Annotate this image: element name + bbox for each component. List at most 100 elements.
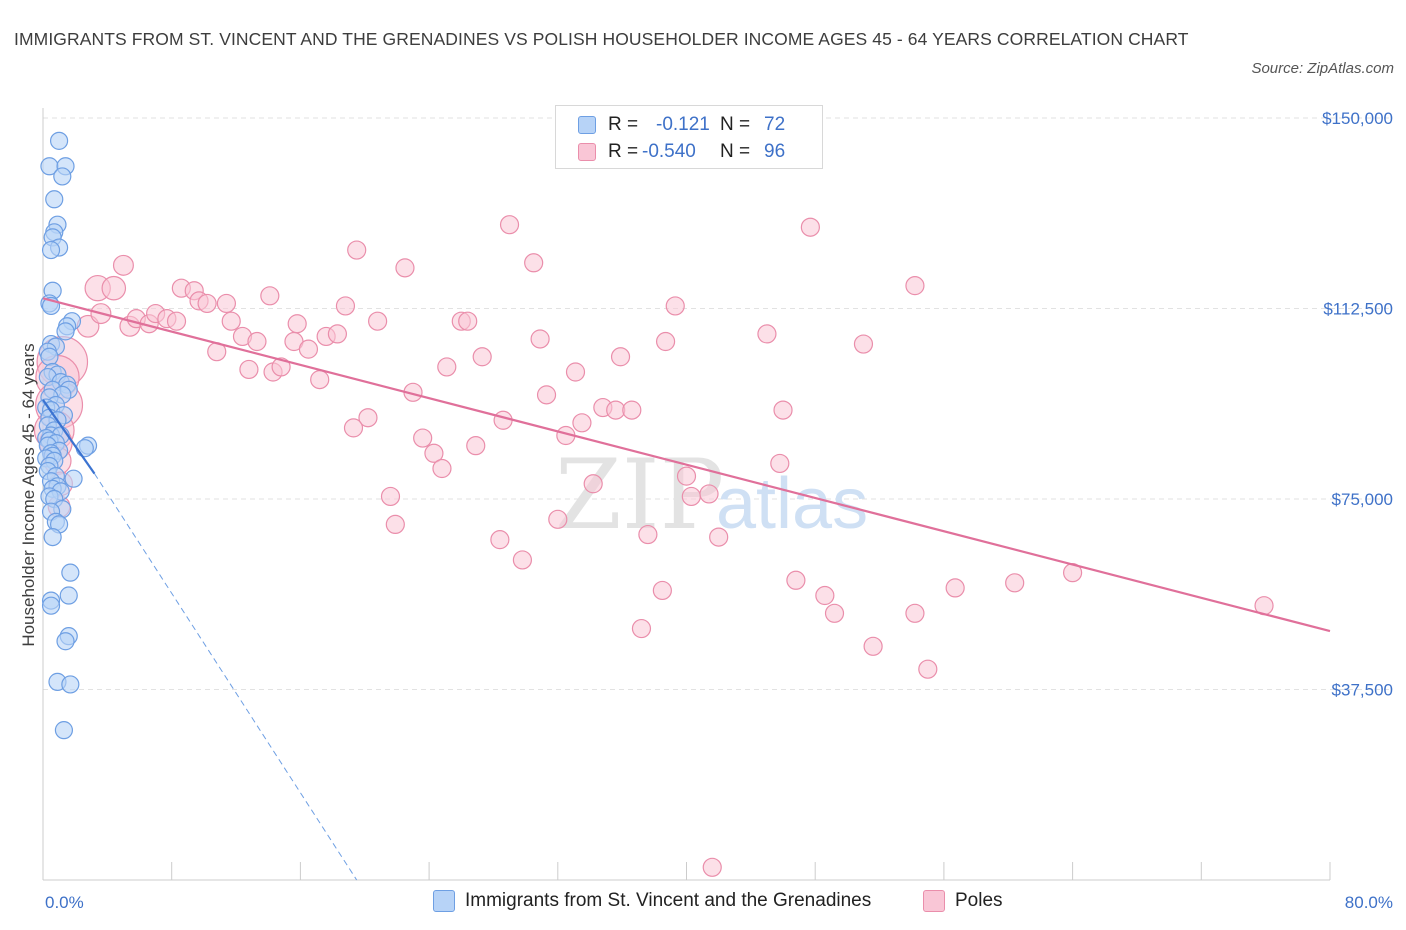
poles-point [918, 659, 938, 679]
poles-point [606, 400, 626, 420]
legend-r-value: -0.540 [642, 141, 696, 162]
bottom-legend-label-poles: Poles [955, 890, 1003, 911]
legend-r-value: -0.121 [656, 114, 710, 135]
poles-point [824, 603, 845, 623]
poles-point [800, 217, 820, 237]
poles-point [665, 296, 685, 316]
poles-point [490, 530, 510, 550]
poles-point [368, 311, 388, 331]
st-vincent-point [54, 721, 74, 740]
poles-point [247, 331, 267, 352]
poles-point [335, 296, 356, 316]
poles-point [699, 484, 719, 504]
st-vincent-point [41, 596, 61, 615]
poles-point [493, 410, 513, 430]
poles-point [583, 474, 603, 494]
poles-point [572, 413, 592, 433]
st-vincent-point [41, 240, 61, 260]
poles-point [239, 359, 259, 380]
poles-point [216, 293, 236, 314]
poles-point [166, 311, 187, 331]
bottom-legend-poles: Poles [923, 889, 1003, 913]
poles-point [499, 215, 520, 235]
poles-point [298, 339, 319, 359]
st-vincent-point [43, 527, 62, 547]
y-axis-title: Householder Income Ages 45 - 64 years [19, 343, 38, 646]
poles-point [905, 603, 925, 623]
poles-point [512, 550, 533, 570]
y-tick-label: $112,500 [1323, 300, 1393, 319]
poles-point [786, 570, 806, 590]
st-vincent-point [49, 131, 69, 150]
bottom-legend-swatch-poles [923, 890, 945, 912]
poles-point [853, 334, 874, 354]
poles-point [458, 311, 478, 331]
poles-point [524, 253, 544, 273]
poles-point [709, 527, 729, 547]
poles-point [327, 324, 348, 344]
poles-point [631, 618, 652, 639]
poles-point [260, 286, 280, 306]
poles-point [681, 486, 701, 507]
poles-point [530, 329, 550, 349]
legend: R = -0.121 N = 72 R = -0.540 N = 96 [555, 105, 823, 169]
legend-swatch-st-vincent [578, 116, 596, 134]
legend-n-label: N = [720, 141, 751, 162]
y-tick-label: $37,500 [1332, 681, 1393, 700]
legend-row-poles: R = -0.540 N = 96 [578, 141, 785, 163]
poles-point [548, 509, 568, 529]
poles-point [221, 311, 241, 331]
poles-point [655, 331, 676, 352]
x-tick-label: 0.0% [45, 893, 84, 912]
legend-row-st-vincent: R = -0.121 N = 72 [578, 114, 785, 136]
st-vincent-point [56, 632, 75, 651]
poles-point [770, 453, 790, 474]
poles-trend-line [42, 297, 1331, 633]
legend-n-value: 96 [764, 141, 786, 162]
poles-point [622, 400, 642, 420]
poles-point [424, 443, 444, 463]
poles-point [385, 514, 405, 535]
poles-point [863, 636, 883, 656]
poles-point [702, 857, 722, 877]
bottom-legend-label-st-vincent: Immigrants from St. Vincent and the Gren… [465, 890, 872, 911]
chart-title: IMMIGRANTS FROM ST. VINCENT AND THE GREN… [14, 29, 1189, 49]
poles-point [197, 293, 217, 314]
st-vincent-point [61, 563, 80, 582]
st-vincent-point [56, 322, 75, 341]
poles-point [676, 466, 697, 486]
poles-point [815, 585, 835, 606]
poles-point [652, 580, 672, 601]
poles-point [112, 254, 134, 276]
st-vincent-point [64, 469, 83, 488]
poles-point [472, 347, 492, 367]
y-tick-label: $150,000 [1322, 109, 1393, 128]
poles-point [536, 385, 557, 405]
trend-lines [42, 297, 1331, 881]
source-label: Source: ZipAtlas.com [1251, 60, 1394, 77]
poles-point [773, 400, 793, 420]
poles-point [905, 276, 925, 296]
y-tick-label: $75,000 [1332, 490, 1393, 509]
st-vincent-point [45, 190, 64, 209]
st-vincent-trend-extension [94, 473, 358, 881]
legend-r-label: R = [608, 114, 639, 135]
poles-point [945, 578, 965, 598]
poles-point [610, 347, 631, 367]
poles-point [432, 458, 452, 479]
st-vincent-point [75, 439, 94, 458]
legend-n-value: 72 [764, 114, 786, 135]
grid-lines [43, 117, 1392, 690]
poles-point [757, 324, 777, 344]
watermark-atlas: atlas [716, 464, 868, 544]
poles-point [395, 258, 415, 278]
st-vincent-point [40, 347, 59, 366]
poles-point [638, 524, 658, 545]
y-tick-labels: $37,500 $75,000 $112,500 $150,000 [1322, 109, 1393, 700]
poles-point [347, 240, 367, 260]
legend-n-label: N = [720, 114, 751, 135]
bottom-legend-swatch-st-vincent [433, 890, 455, 912]
poles-point [358, 408, 378, 428]
st-vincent-trend-line [42, 399, 96, 475]
